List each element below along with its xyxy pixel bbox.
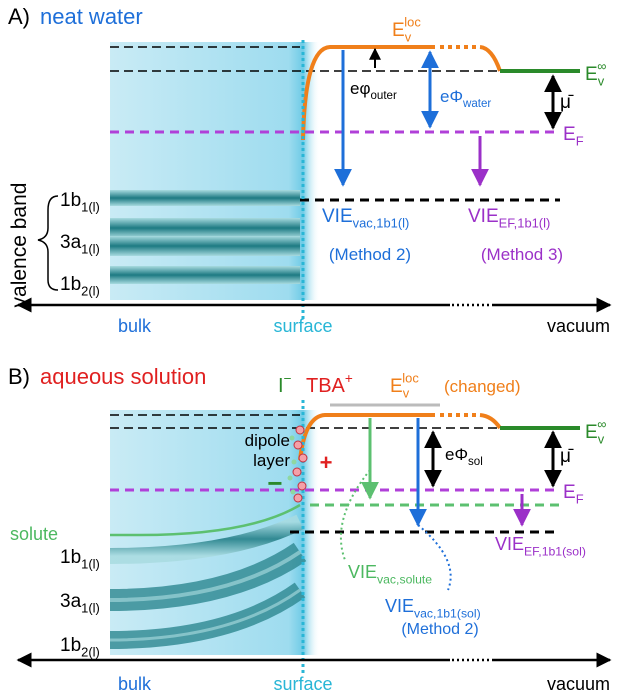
label-part: vac,solute (377, 572, 432, 586)
label: VIEEF,1b1(sol) (495, 534, 586, 558)
label: dipole (245, 431, 290, 450)
label-part: E (563, 124, 576, 145)
label: VIEvac,solute (348, 562, 432, 586)
label-part: ∞ (597, 417, 606, 432)
label-part: E (585, 64, 598, 85)
label: B) (8, 364, 30, 389)
label-part: 1(l) (81, 557, 100, 572)
label: Ev∞ (585, 417, 607, 447)
label: aqueous solution (40, 364, 206, 389)
label-part: 3a (60, 591, 82, 612)
label: Evloc (390, 371, 419, 401)
label-part: 1b (60, 274, 81, 295)
label-part: eΦ (440, 87, 463, 106)
shapes (18, 40, 610, 675)
label: (Method 3) (481, 245, 563, 264)
label: VIEEF,1b1(l) (468, 206, 550, 231)
label-part: VIE (348, 562, 377, 582)
label: (Method 2) (329, 245, 411, 264)
label-part: v (598, 432, 605, 447)
label-part: 2(l) (81, 284, 100, 299)
label-part: water (462, 98, 491, 110)
label: valence band (8, 183, 31, 308)
label: 3a1(l) (60, 591, 100, 616)
label-part: 1b (60, 547, 81, 568)
label: vacuum (547, 674, 610, 694)
label: Evloc (392, 15, 421, 45)
label: bulk (118, 674, 152, 694)
label: Ev∞ (585, 59, 607, 89)
label-part: v (403, 386, 410, 401)
label-part: sol (468, 456, 483, 468)
label-part: E (392, 20, 405, 41)
label: vacuum (547, 316, 610, 336)
label-part: TBA (306, 375, 346, 397)
label-part: eΦ (445, 445, 468, 464)
label: (changed) (444, 377, 521, 396)
label: 1b2(l) (60, 635, 100, 660)
label: solute (10, 524, 58, 544)
label: 1b2(l) (60, 274, 100, 299)
label-part: 1b (60, 190, 81, 211)
label-part: outer (370, 90, 396, 102)
label: μ̄ (560, 446, 574, 467)
label: EF (563, 482, 584, 507)
label-part: loc (402, 371, 419, 386)
label: bulk (118, 316, 152, 336)
label: A) (8, 4, 30, 29)
label-part: 1(l) (81, 601, 100, 616)
label: eΦsol (445, 445, 483, 468)
label-part: VIE (495, 534, 524, 554)
label: VIEvac,1b1(sol) (385, 596, 481, 620)
label-part: v (598, 74, 605, 89)
label-part: E (563, 482, 576, 503)
label-part: vac,1b1(l) (353, 216, 410, 231)
diagram: A)neat waterEvlocEv∞eφoutereΦwaterμ̄EFva… (0, 0, 630, 695)
label-part: F (576, 492, 584, 507)
label-part: eφ (350, 79, 370, 98)
label-part: VIE (385, 596, 414, 616)
label-part: 1(l) (81, 242, 100, 257)
label: EF (563, 124, 584, 149)
label: TBA+ (306, 371, 353, 397)
label-part: ∞ (597, 59, 606, 74)
label: 3a1(l) (60, 232, 100, 257)
label-part: − (284, 371, 292, 386)
label: neat water (40, 4, 143, 29)
label: 1b1(l) (60, 190, 100, 215)
label-part: 2(l) (81, 645, 100, 660)
label: (Method 2) (401, 621, 478, 638)
label: μ̄ (560, 92, 574, 113)
label-part: 1(l) (81, 200, 100, 215)
label: 1b1(l) (60, 547, 100, 572)
label-part: v (405, 30, 412, 45)
label: + (320, 450, 333, 475)
label-part: + (345, 371, 353, 386)
label-part: 3a (60, 232, 82, 253)
label-part: EF,1b1(l) (499, 216, 551, 231)
label: eφouter (350, 79, 397, 102)
label: eΦwater (440, 87, 491, 110)
label: surface (273, 674, 332, 694)
label: I− (278, 371, 292, 397)
label: VIEvac,1b1(l) (322, 206, 409, 231)
label-part: E (390, 376, 403, 397)
label-part: VIE (468, 206, 499, 227)
label-part: VIE (322, 206, 353, 227)
label-part: EF,1b1(sol) (524, 544, 586, 558)
label: surface (273, 316, 332, 336)
label-part: vac,1b1(sol) (414, 606, 481, 620)
label: − (267, 468, 282, 498)
label-part: E (585, 422, 598, 443)
label-part: F (576, 134, 584, 149)
label-part: 1b (60, 635, 81, 656)
label-part: loc (404, 15, 421, 30)
